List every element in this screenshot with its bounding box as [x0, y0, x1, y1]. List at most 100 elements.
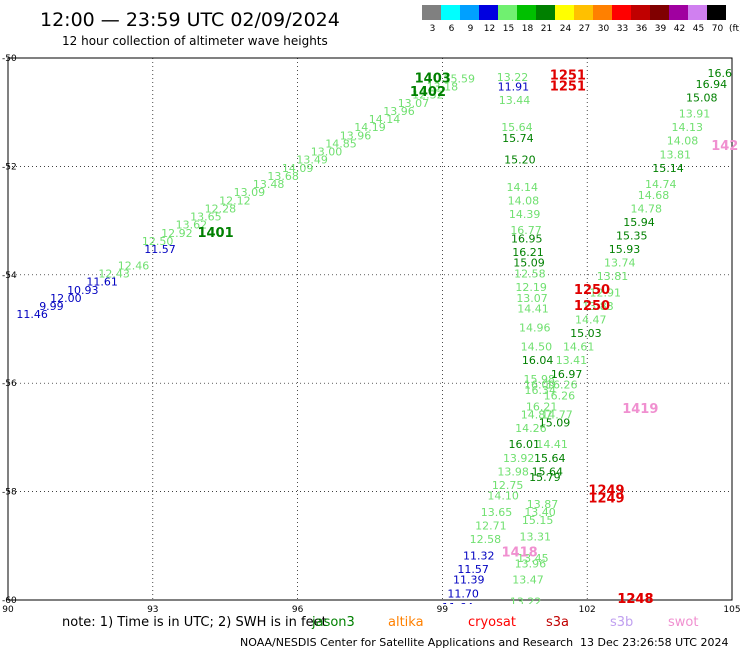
- track-id-label: 1249: [588, 483, 624, 498]
- swh-value-label: 12.58: [514, 268, 546, 281]
- chart-subtitle: 12 hour collection of altimeter wave hei…: [62, 34, 328, 48]
- swh-value-label: 14.41: [536, 438, 568, 451]
- swh-value-label: 13.49: [296, 154, 328, 167]
- y-tick-label: -50: [2, 54, 17, 64]
- swh-value-label: 12.75: [492, 479, 524, 492]
- swh-value-label: 13.22: [497, 71, 529, 84]
- satellite-label: s3a: [546, 615, 569, 630]
- track-id-label: 1248: [617, 592, 653, 607]
- swh-value-label: 15.64: [532, 465, 564, 478]
- track-id-label: 1251: [550, 69, 586, 84]
- swh-value-label: 11.61: [86, 276, 118, 289]
- footer-credit: NOAA/NESDIS Center for Satellite Applica…: [240, 636, 573, 649]
- legend-label: 33: [617, 24, 628, 34]
- track-id-label: 1248: [617, 592, 653, 607]
- legend-swatch: [536, 5, 555, 20]
- track-id-label: 1401: [197, 226, 233, 241]
- swh-value-label: 13.18: [427, 81, 459, 94]
- footer-timestamp: 13 Dec 23:26:58 UTC 2024: [580, 636, 728, 649]
- swh-value-label: 13.09: [234, 186, 266, 199]
- legend-swatch: [517, 5, 536, 20]
- swh-value-label: 12.28: [205, 202, 237, 215]
- swh-value-label: 15.94: [623, 216, 655, 229]
- legend-swatch: [555, 5, 574, 20]
- y-tick-label: -52: [2, 162, 17, 172]
- swh-value-label: 12.58: [470, 533, 502, 546]
- y-tick-label: -56: [2, 379, 17, 389]
- swh-value-label: 16.04: [522, 354, 554, 367]
- swh-value-label: 14.08: [508, 194, 540, 207]
- legend-label: 9: [468, 24, 474, 34]
- swh-value-label: 12.19: [515, 281, 547, 294]
- swh-value-label: 15.09: [513, 257, 545, 270]
- swh-value-label: 10.93: [67, 284, 99, 297]
- swh-value-label: 13.41: [556, 354, 588, 367]
- swh-value-label: 14.13: [672, 121, 704, 134]
- chart-title: 12:00 — 23:59 UTC 02/09/2024: [40, 9, 340, 31]
- legend-unit: (ft): [729, 24, 740, 34]
- swh-value-label: 12.46: [118, 259, 150, 272]
- swh-value-label: 13.00: [311, 146, 343, 159]
- swh-value-label: 16.6: [708, 67, 733, 80]
- legend-swatch: [631, 5, 650, 20]
- legend-swatch: [574, 5, 593, 20]
- swh-value-label: 14.39: [509, 208, 541, 221]
- swh-value-label: 13.40: [524, 506, 556, 519]
- swh-value-label: 15.15: [522, 514, 554, 527]
- swh-value-label: 16.01: [508, 438, 540, 451]
- legend-label: 45: [693, 24, 704, 34]
- swh-value-label: 14.26: [515, 422, 547, 435]
- legend-label: 27: [579, 24, 590, 34]
- swh-value-label: 15.35: [616, 230, 648, 243]
- legend-swatch: [460, 5, 479, 20]
- swh-value-label: 11.39: [453, 574, 485, 587]
- swh-value-label: 13.81: [659, 148, 691, 161]
- swh-value-label: 16.97: [551, 368, 583, 381]
- swh-value-label: 11.46: [16, 308, 48, 321]
- swh-value-label: 16.34: [524, 384, 556, 397]
- plot-area: 90 93 96 99 102 105 -50 -52 -54 -56 -58 -60 11.469.9…: [2, 54, 740, 615]
- legend-label: 3: [430, 24, 436, 34]
- swh-value-label: 15.64: [501, 121, 533, 134]
- legend-swatch: [650, 5, 669, 20]
- legend-label: 18: [522, 24, 534, 34]
- swh-value-label: 14.14: [369, 113, 401, 126]
- swh-value-label: 13.07: [516, 292, 548, 305]
- swh-value-label: 12.71: [475, 520, 507, 533]
- swh-value-label: 13.47: [512, 574, 544, 587]
- swh-value-label: 14.74: [645, 178, 677, 191]
- swh-value-label: 14.10: [487, 490, 519, 503]
- swh-value-label: 14.50: [521, 341, 553, 354]
- swh-value-label: 15.93: [609, 243, 641, 256]
- legend-label: 30: [598, 24, 610, 34]
- legend-label: 70: [712, 24, 724, 34]
- track-id-label: 142: [711, 139, 738, 154]
- x-tick-label: 102: [579, 605, 596, 615]
- track-id-label: 1403: [415, 71, 451, 86]
- swh-value-label: 13.44: [499, 94, 531, 107]
- swh-value-label: 14.68: [638, 189, 670, 202]
- swh-value-label: 16.21: [512, 246, 544, 259]
- swh-value-label: 13.31: [520, 530, 552, 543]
- swh-value-label: 15.03: [570, 327, 602, 340]
- x-tick-label: 105: [723, 605, 740, 615]
- y-tick-label: -58: [2, 488, 17, 498]
- satellite-label: cryosat: [468, 615, 516, 630]
- swh-value-label: 14.77: [541, 408, 573, 421]
- swh-value-label: 14.14: [506, 181, 538, 194]
- y-tick-label: -60: [2, 596, 17, 606]
- swh-value-label: 11.91: [498, 81, 530, 94]
- swh-value-label: 9.99: [39, 300, 64, 313]
- swh-value-label: 12.12: [219, 194, 251, 207]
- swh-value-label: 13.96: [515, 557, 547, 570]
- swh-value-label: 13.74: [604, 257, 636, 270]
- swh-value-label: 15.08: [686, 91, 718, 104]
- satellite-legend: jason3 altika cryosat s3a s3b swot: [311, 615, 698, 630]
- swh-value-label: 14.78: [631, 202, 663, 215]
- swh-value-label: 11.57: [457, 563, 489, 576]
- swh-value-label: 13.48: [253, 178, 285, 191]
- satellite-label: swot: [668, 615, 698, 630]
- swh-value-label: 13.87: [527, 498, 559, 511]
